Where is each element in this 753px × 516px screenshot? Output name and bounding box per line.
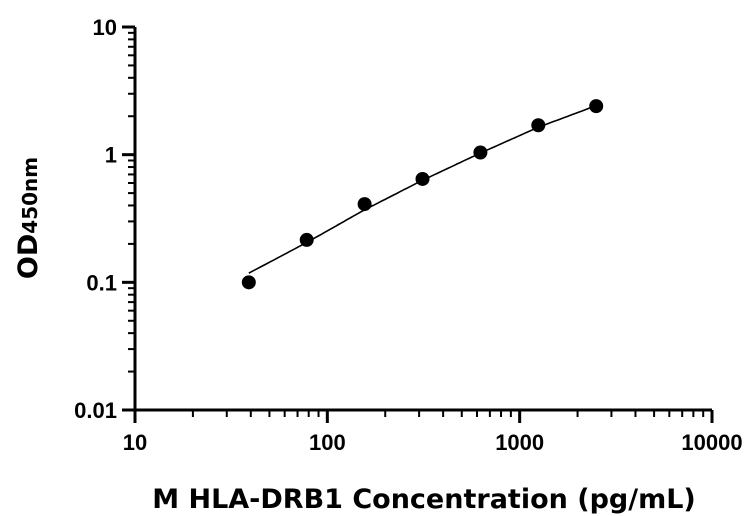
x-axis-title: M HLA-DRB1 Concentration (pg/mL) [152,484,696,515]
data-point [415,171,430,186]
data-points-group [241,99,604,290]
data-point [531,118,546,133]
y-tick-label: 10 [93,15,117,40]
data-point [357,197,372,212]
fit-curve [248,104,597,274]
data-point [241,275,256,290]
y-axis-title-main: OD [13,234,44,279]
data-point [589,99,604,114]
y-axis-title-subscript: 450nm [18,157,42,234]
y-tick-label: 0.01 [74,398,117,423]
data-point [473,145,488,160]
y-tick-label: 0.1 [86,270,117,295]
x-axis: 10 100 1000 10000 [123,408,743,455]
data-point [299,232,314,247]
x-tick-label: 10 [123,430,147,455]
x-tick-label: 100 [309,430,346,455]
y-tick-label: 1 [105,143,117,168]
fit-curve-group [248,104,597,274]
y-axis: 0.01 0.1 1 10 [74,15,137,423]
y-axis-title: OD450nm [13,157,44,279]
x-tick-label: 10000 [681,430,742,455]
x-tick-label: 1000 [495,430,544,455]
